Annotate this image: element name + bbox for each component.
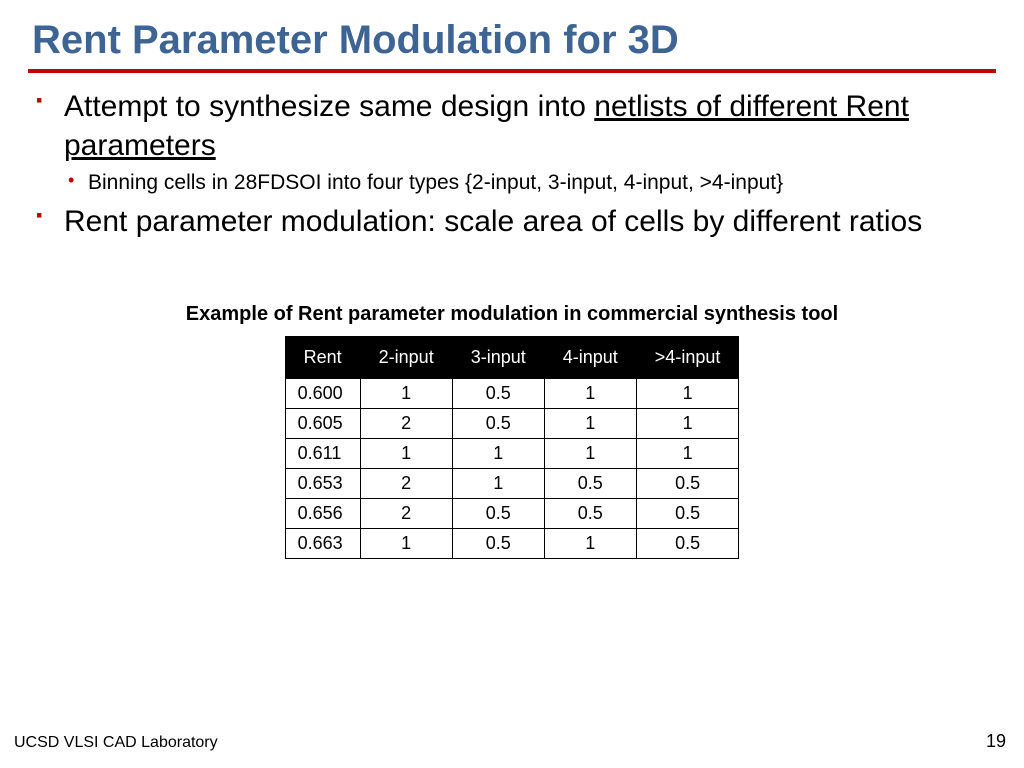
table-cell: 0.5 [636,529,739,559]
table-cell: 1 [636,409,739,439]
table-header-cell: 2-input [360,337,452,379]
bullet-item: Attempt to synthesize same design into n… [32,87,996,196]
table-caption: Example of Rent parameter modulation in … [28,303,996,326]
table-cell: 0.653 [285,469,360,499]
bullet-list: Attempt to synthesize same design into n… [28,87,996,241]
table-cell: 2 [360,499,452,529]
table-header-cell: >4-input [636,337,739,379]
table-header-row: Rent 2-input 3-input 4-input >4-input [285,337,739,379]
table-cell: 1 [360,529,452,559]
table-section: Example of Rent parameter modulation in … [28,303,996,559]
table-row: 0.611 1 1 1 1 [285,439,739,469]
table-cell: 1 [636,439,739,469]
slide-title: Rent Parameter Modulation for 3D [28,18,996,63]
table-header-cell: 4-input [544,337,636,379]
table-cell: 1 [544,409,636,439]
sub-bullet-item: Binning cells in 28FDSOI into four types… [64,169,996,196]
table-cell: 1 [452,439,544,469]
table-row: 0.653 2 1 0.5 0.5 [285,469,739,499]
table-cell: 0.5 [452,379,544,409]
page-number: 19 [986,731,1006,752]
table-cell: 0.663 [285,529,360,559]
table-cell: 1 [544,379,636,409]
table-cell: 2 [360,409,452,439]
table-cell: 0.600 [285,379,360,409]
sub-bullet-list: Binning cells in 28FDSOI into four types… [64,169,996,196]
table-cell: 0.5 [636,469,739,499]
table-cell: 1 [544,529,636,559]
table-cell: 0.605 [285,409,360,439]
table-cell: 1 [636,379,739,409]
table-cell: 1 [360,379,452,409]
footer-left: UCSD VLSI CAD Laboratory [14,734,218,752]
table-row: 0.605 2 0.5 1 1 [285,409,739,439]
data-table: Rent 2-input 3-input 4-input >4-input 0.… [285,336,740,559]
table-cell: 0.611 [285,439,360,469]
table-row: 0.656 2 0.5 0.5 0.5 [285,499,739,529]
bullet-text-pre: Attempt to synthesize same design into [64,90,594,123]
table-cell: 0.5 [544,469,636,499]
table-cell: 0.5 [636,499,739,529]
table-cell: 1 [452,469,544,499]
bullet-item: Rent parameter modulation: scale area of… [32,202,996,241]
table-cell: 0.5 [544,499,636,529]
title-rule [28,69,996,73]
table-header-cell: Rent [285,337,360,379]
table-cell: 1 [544,439,636,469]
slide: Rent Parameter Modulation for 3D Attempt… [0,0,1024,768]
table-cell: 1 [360,439,452,469]
table-row: 0.600 1 0.5 1 1 [285,379,739,409]
table-body: 0.600 1 0.5 1 1 0.605 2 0.5 1 1 0.611 1 … [285,379,739,559]
table-cell: 0.5 [452,529,544,559]
table-header-cell: 3-input [452,337,544,379]
table-cell: 2 [360,469,452,499]
table-row: 0.663 1 0.5 1 0.5 [285,529,739,559]
table-cell: 0.656 [285,499,360,529]
table-cell: 0.5 [452,409,544,439]
table-cell: 0.5 [452,499,544,529]
